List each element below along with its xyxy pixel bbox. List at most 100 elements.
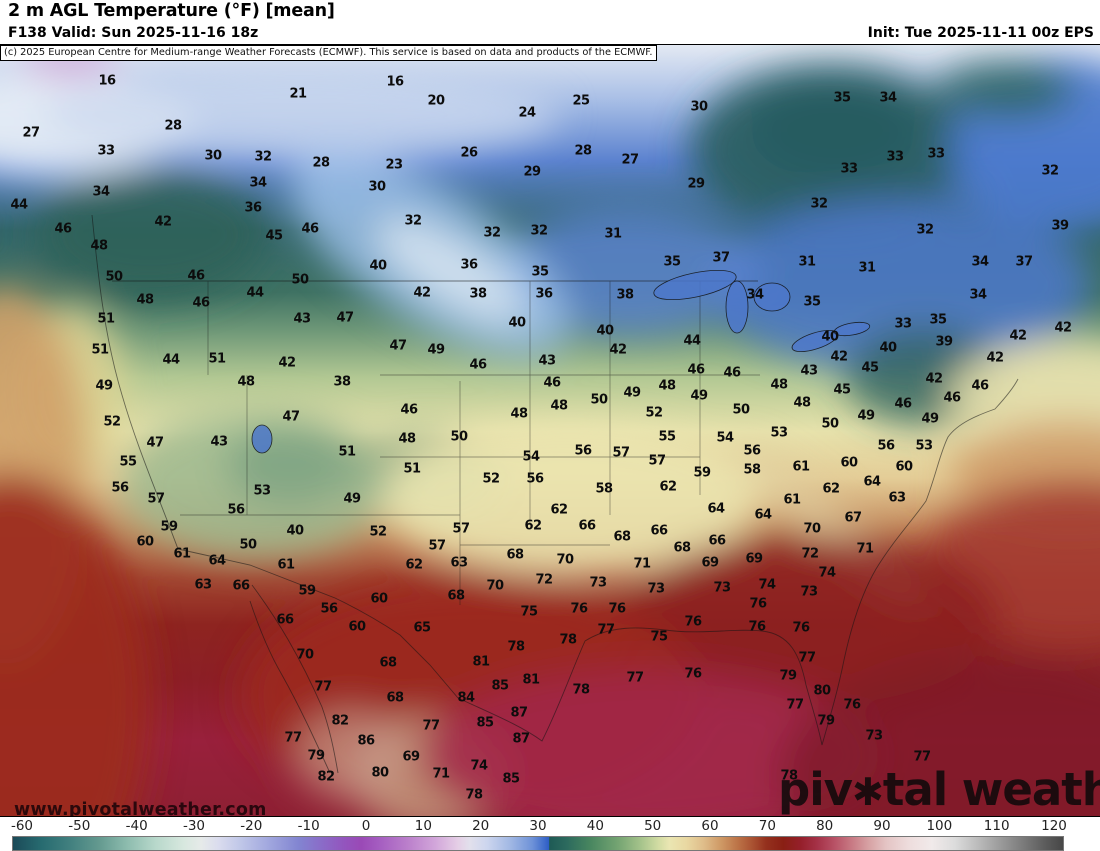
temp-label: 68 [506, 547, 524, 563]
temp-label: 60 [136, 534, 154, 550]
temp-label: 76 [792, 620, 810, 636]
temp-label: 42 [986, 350, 1004, 366]
temp-label: 46 [54, 221, 72, 237]
temp-label: 47 [336, 310, 354, 326]
temp-label: 60 [348, 619, 366, 635]
temp-label: 66 [650, 523, 668, 539]
temp-label: 62 [524, 518, 542, 534]
temp-label: 57 [452, 521, 470, 537]
temp-label: 56 [877, 438, 895, 454]
temp-label: 72 [801, 546, 819, 562]
colorbar-tick: 30 [529, 818, 547, 834]
border-lines [91, 214, 1019, 774]
temp-label: 64 [707, 501, 725, 517]
temp-label: 63 [450, 555, 468, 571]
temp-label: 33 [927, 146, 945, 162]
temp-label: 80 [813, 683, 831, 699]
temp-label: 48 [658, 378, 676, 394]
temp-label: 43 [800, 363, 818, 379]
copyright-notice: (c) 2025 European Centre for Medium-rang… [0, 45, 658, 61]
temp-label: 76 [843, 697, 861, 713]
temp-label: 73 [800, 584, 818, 600]
temp-label: 77 [314, 679, 332, 695]
temp-label: 49 [623, 385, 641, 401]
temp-label: 75 [520, 604, 538, 620]
temp-label: 62 [405, 557, 423, 573]
temp-label: 49 [343, 491, 361, 507]
temp-label: 45 [861, 360, 879, 376]
temp-label: 66 [708, 533, 726, 549]
temp-label: 79 [817, 713, 835, 729]
temp-label: 46 [400, 402, 418, 418]
temp-label: 73 [865, 728, 883, 744]
temp-label: 34 [879, 90, 897, 106]
colorbar-tick: -50 [68, 818, 91, 834]
temp-label: 75 [650, 629, 668, 645]
temp-label: 51 [91, 342, 109, 358]
temp-label: 50 [105, 269, 123, 285]
temp-label: 53 [915, 438, 933, 454]
temp-label: 69 [402, 749, 420, 765]
temp-label: 28 [312, 155, 330, 171]
temp-label: 32 [1041, 163, 1059, 179]
temp-label: 30 [368, 179, 386, 195]
temp-label: 51 [97, 311, 115, 327]
temp-label: 63 [194, 577, 212, 593]
colorbar-tick: 70 [758, 818, 776, 834]
temp-label: 56 [526, 471, 544, 487]
temp-label: 42 [925, 371, 943, 387]
temp-label: 39 [1051, 218, 1069, 234]
map-canvas[interactable]: (c) 2025 European Centre for Medium-rang… [0, 44, 1100, 817]
temp-label: 68 [386, 690, 404, 706]
temp-label: 64 [754, 507, 772, 523]
temp-label: 32 [483, 225, 501, 241]
temp-label: 33 [886, 149, 904, 165]
temp-label: 62 [822, 481, 840, 497]
colorbar-tick: 80 [816, 818, 834, 834]
temp-label: 56 [574, 443, 592, 459]
temp-label: 76 [748, 619, 766, 635]
temp-label: 70 [296, 647, 314, 663]
header: 2 m AGL Temperature (°F) [mean] F138 Val… [0, 0, 1100, 44]
temp-label: 70 [803, 521, 821, 537]
init-time: Init: Tue 2025-11-11 00z EPS [867, 25, 1094, 41]
temp-label: 30 [690, 99, 708, 115]
temp-label: 87 [510, 705, 528, 721]
temp-label: 43 [293, 311, 311, 327]
temp-label: 44 [10, 197, 28, 213]
temp-label: 26 [460, 145, 478, 161]
temp-label: 64 [863, 474, 881, 490]
temp-label: 27 [22, 125, 40, 141]
temp-label: 85 [491, 678, 509, 694]
temp-label: 44 [162, 352, 180, 368]
temp-label: 52 [645, 405, 663, 421]
temp-label: 32 [810, 196, 828, 212]
temp-label: 38 [469, 286, 487, 302]
temp-label: 36 [460, 257, 478, 273]
temp-label: 43 [210, 434, 228, 450]
temp-label: 49 [95, 378, 113, 394]
temp-label: 73 [647, 581, 665, 597]
temp-label: 70 [556, 552, 574, 568]
temp-label: 78 [507, 639, 525, 655]
temp-label: 76 [684, 614, 702, 630]
temp-label: 52 [103, 414, 121, 430]
temp-label: 34 [249, 175, 267, 191]
temp-label: 74 [758, 577, 776, 593]
temp-label: 81 [472, 654, 490, 670]
temp-label: 34 [971, 254, 989, 270]
temp-label: 60 [840, 455, 858, 471]
temp-label: 73 [713, 580, 731, 596]
temp-label: 46 [971, 378, 989, 394]
temp-label: 72 [535, 572, 553, 588]
temp-label: 50 [450, 429, 468, 445]
temp-label: 61 [277, 557, 295, 573]
temp-label: 47 [389, 338, 407, 354]
temp-label: 77 [422, 718, 440, 734]
temp-label: 42 [830, 349, 848, 365]
temp-label: 68 [613, 529, 631, 545]
temp-label: 50 [590, 392, 608, 408]
temp-label: 78 [559, 632, 577, 648]
temp-label: 33 [894, 316, 912, 332]
temp-label: 28 [574, 143, 592, 159]
